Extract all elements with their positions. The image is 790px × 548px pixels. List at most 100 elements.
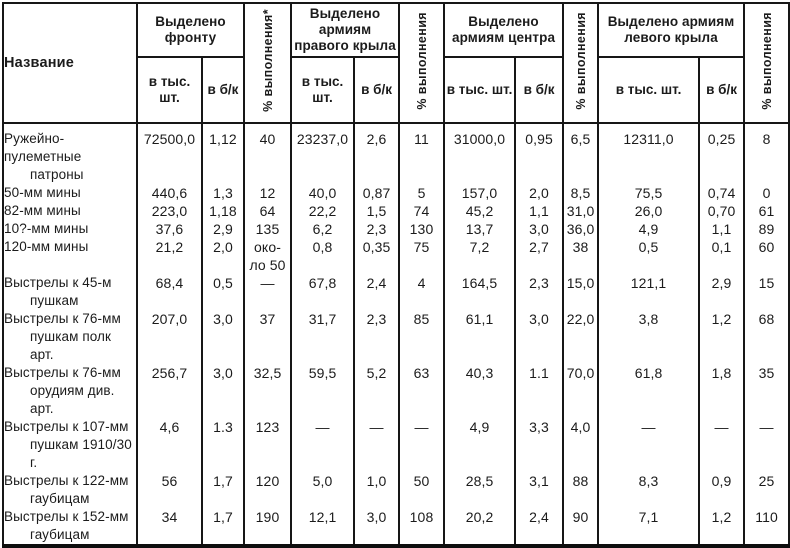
value-cell: 130 xyxy=(398,220,446,238)
value-cell: 1,7 xyxy=(200,508,246,546)
value-cell: 88 xyxy=(562,472,600,508)
value-cell: 4,0 xyxy=(562,418,600,472)
value-cell: 70,0 xyxy=(562,364,600,418)
value-cell: 223,0 xyxy=(136,202,203,220)
value-cell: 0,5 xyxy=(597,238,701,274)
value-cell: 11 xyxy=(398,123,446,184)
value-cell: 2,7 xyxy=(514,238,565,274)
value-cell: 68 xyxy=(743,310,790,364)
value-cell: 2,3 xyxy=(353,310,401,364)
table-body: Ружейно-пулеметные патроны 72500,0 1,12 40 23… xyxy=(2,123,790,546)
value-cell: 40,3 xyxy=(443,364,517,418)
row-name-line: Выстрелы к 122-мм xyxy=(4,473,129,488)
row-name-cell: Выстрелы к 152-мм гаубицам xyxy=(2,508,138,546)
value-cell: 0,87 xyxy=(353,184,401,202)
value-cell: 1,2 xyxy=(698,310,746,364)
value-cell: 36,0 xyxy=(562,220,600,238)
value-cell: 5,0 xyxy=(290,472,356,508)
row-name-cell: Выстрелы к 107-мм пушкам 1910/30 г. xyxy=(2,418,138,472)
value-cell: око- ло 50 xyxy=(243,238,293,274)
value-cell: 63 xyxy=(398,364,446,418)
row-name-line: Выстрелы к 76-мм xyxy=(4,311,121,326)
value-cell: 4,9 xyxy=(597,220,701,238)
column-group-header-left-wing: Выделено армиям левого крыла xyxy=(597,3,746,58)
row-name-line: 120-мм мины xyxy=(4,239,89,254)
table-row: Выстрелы к 122-мм гаубицам 56 1,7 120 5,0 1,0 5… xyxy=(2,472,790,508)
value-cell: 1,18 xyxy=(200,202,246,220)
value-cell: 50 xyxy=(398,472,446,508)
value-cell: 135 xyxy=(243,220,293,238)
value-cell: 68,4 xyxy=(136,274,203,310)
column-header-center-thousands: в тыс. шт. xyxy=(443,57,517,124)
value-cell: 31,0 xyxy=(562,202,600,220)
value-cell: 64 xyxy=(243,202,293,220)
value-cell: 25 xyxy=(743,472,790,508)
rotated-header-label: % выполнения* xyxy=(260,9,275,112)
column-header-right-wing-thousands: в тыс. шт. xyxy=(290,57,356,124)
row-name-cell: Выстрелы к 45-м пушкам xyxy=(2,274,138,310)
value-cell: 75 xyxy=(398,238,446,274)
row-name-line: Выстрелы к 45-м xyxy=(4,275,112,290)
value-cell: 59,5 xyxy=(290,364,356,418)
table-row: Выстрелы к 152-мм гаубицам 34 1,7 190 12,1 3,0… xyxy=(2,508,790,546)
table-row: 82-мм мины 223,0 1,18 64 22,2 1,5 74 45,2 1,1 31,… xyxy=(2,202,790,220)
value-cell: 15 xyxy=(743,274,790,310)
row-name-cell: 10?-мм мины xyxy=(2,220,138,238)
value-cell: 1.1 xyxy=(514,364,565,418)
column-group-header-right-wing: Выделено армиям правого крыла xyxy=(290,3,401,58)
row-name-line: гаубицам xyxy=(30,527,90,542)
table-row: 50-мм мины 440,6 1,3 12 40,0 0,87 5 157,0 2,0 8,5… xyxy=(2,184,790,202)
value-cell: 120 xyxy=(243,472,293,508)
value-cell: 61 xyxy=(743,202,790,220)
value-cell: 6,5 xyxy=(562,123,600,184)
column-header-left-wing-thousands: в тыс. шт. xyxy=(597,57,701,124)
column-header-left-wing-bk: в б/к xyxy=(698,57,746,124)
value-cell: 1,0 xyxy=(353,472,401,508)
value-cell: 1,12 xyxy=(200,123,246,184)
value-cell: 0,70 xyxy=(698,202,746,220)
value-cell: 0,5 xyxy=(200,274,246,310)
column-header-name: Название xyxy=(2,3,138,124)
value-cell: — xyxy=(243,274,293,310)
rotated-header-label: % выполнения xyxy=(573,11,588,110)
value-cell: 1,1 xyxy=(698,220,746,238)
row-name-cell: Ружейно-пулеметные патроны xyxy=(2,123,138,184)
value-cell: 157,0 xyxy=(443,184,517,202)
column-header-front-bk: в б/к xyxy=(200,57,246,124)
value-cell: 5 xyxy=(398,184,446,202)
value-cell: 3,8 xyxy=(597,310,701,364)
value-cell: — xyxy=(698,418,746,472)
value-cell: 74 xyxy=(398,202,446,220)
value-cell: 0,95 xyxy=(514,123,565,184)
value-cell: 90 xyxy=(562,508,600,546)
value-cell: 1,8 xyxy=(698,364,746,418)
header-group-row: Название Выделено фронту % выполнения* В… xyxy=(2,3,790,124)
value-cell: 21,2 xyxy=(136,238,203,274)
row-name-line: 10?-мм мины xyxy=(4,221,89,236)
value-cell: 123 xyxy=(243,418,293,472)
value-cell: 4,9 xyxy=(443,418,517,472)
value-cell: 4 xyxy=(398,274,446,310)
value-cell: 2,4 xyxy=(353,274,401,310)
value-cell: 7,1 xyxy=(597,508,701,546)
value-cell: 31000,0 xyxy=(443,123,517,184)
column-header-percent-front: % выполнения* xyxy=(243,3,293,124)
value-cell: — xyxy=(353,418,401,472)
value-cell: 0,25 xyxy=(698,123,746,184)
value-cell: 3,3 xyxy=(514,418,565,472)
row-name-cell: Выстрелы к 122-мм гаубицам xyxy=(2,472,138,508)
value-cell: 12311,0 xyxy=(597,123,701,184)
value-cell: 8,5 xyxy=(562,184,600,202)
rotated-header-label: % выполнения xyxy=(414,11,429,110)
value-cell: 75,5 xyxy=(597,184,701,202)
row-name-line: Выстрелы к 107-мм xyxy=(4,419,129,434)
value-cell: 440,6 xyxy=(136,184,203,202)
row-name-line: 82-мм мины xyxy=(4,203,81,218)
value-cell: 0,8 xyxy=(290,238,356,274)
value-cell: 2,9 xyxy=(200,220,246,238)
value-cell: 8 xyxy=(743,123,790,184)
column-header-percent-right-wing: % выполнения xyxy=(398,3,446,124)
value-cell: 3,0 xyxy=(200,364,246,418)
value-cell: 40 xyxy=(243,123,293,184)
row-name-line: пушкам полк арт. xyxy=(30,329,112,362)
